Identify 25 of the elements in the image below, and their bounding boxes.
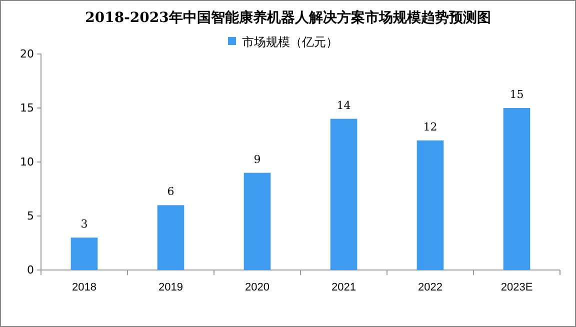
bar [244, 172, 271, 270]
y-tick-label: 15 [20, 102, 34, 115]
data-label: 12 [423, 120, 438, 134]
data-label: 15 [510, 88, 524, 101]
y-tick-label: 5 [27, 210, 34, 223]
x-tick-label: 2019 [158, 282, 183, 294]
bar [416, 140, 444, 270]
x-tick-label: 2023E [500, 282, 533, 294]
y-tick-label: 0 [27, 264, 34, 277]
bar [157, 205, 184, 270]
y-tick-label: 10 [20, 156, 34, 169]
legend-label: 市场规模（亿元） [242, 35, 338, 49]
data-label: 14 [336, 98, 351, 112]
data-label: 3 [80, 218, 88, 231]
bar [330, 118, 358, 270]
chart-title: 2018-2023年中国智能康养机器人解决方案市场规模趋势预测图 [85, 9, 491, 26]
bar [70, 238, 98, 270]
y-tick-label: 20 [20, 48, 34, 61]
x-tick-label: 2020 [245, 282, 270, 294]
data-label: 6 [167, 185, 174, 198]
x-tick-label: 2021 [332, 282, 356, 294]
bar [503, 108, 530, 270]
x-tick-label: 2022 [418, 282, 442, 294]
x-tick-label: 2018 [72, 282, 96, 294]
data-label: 9 [254, 152, 261, 166]
